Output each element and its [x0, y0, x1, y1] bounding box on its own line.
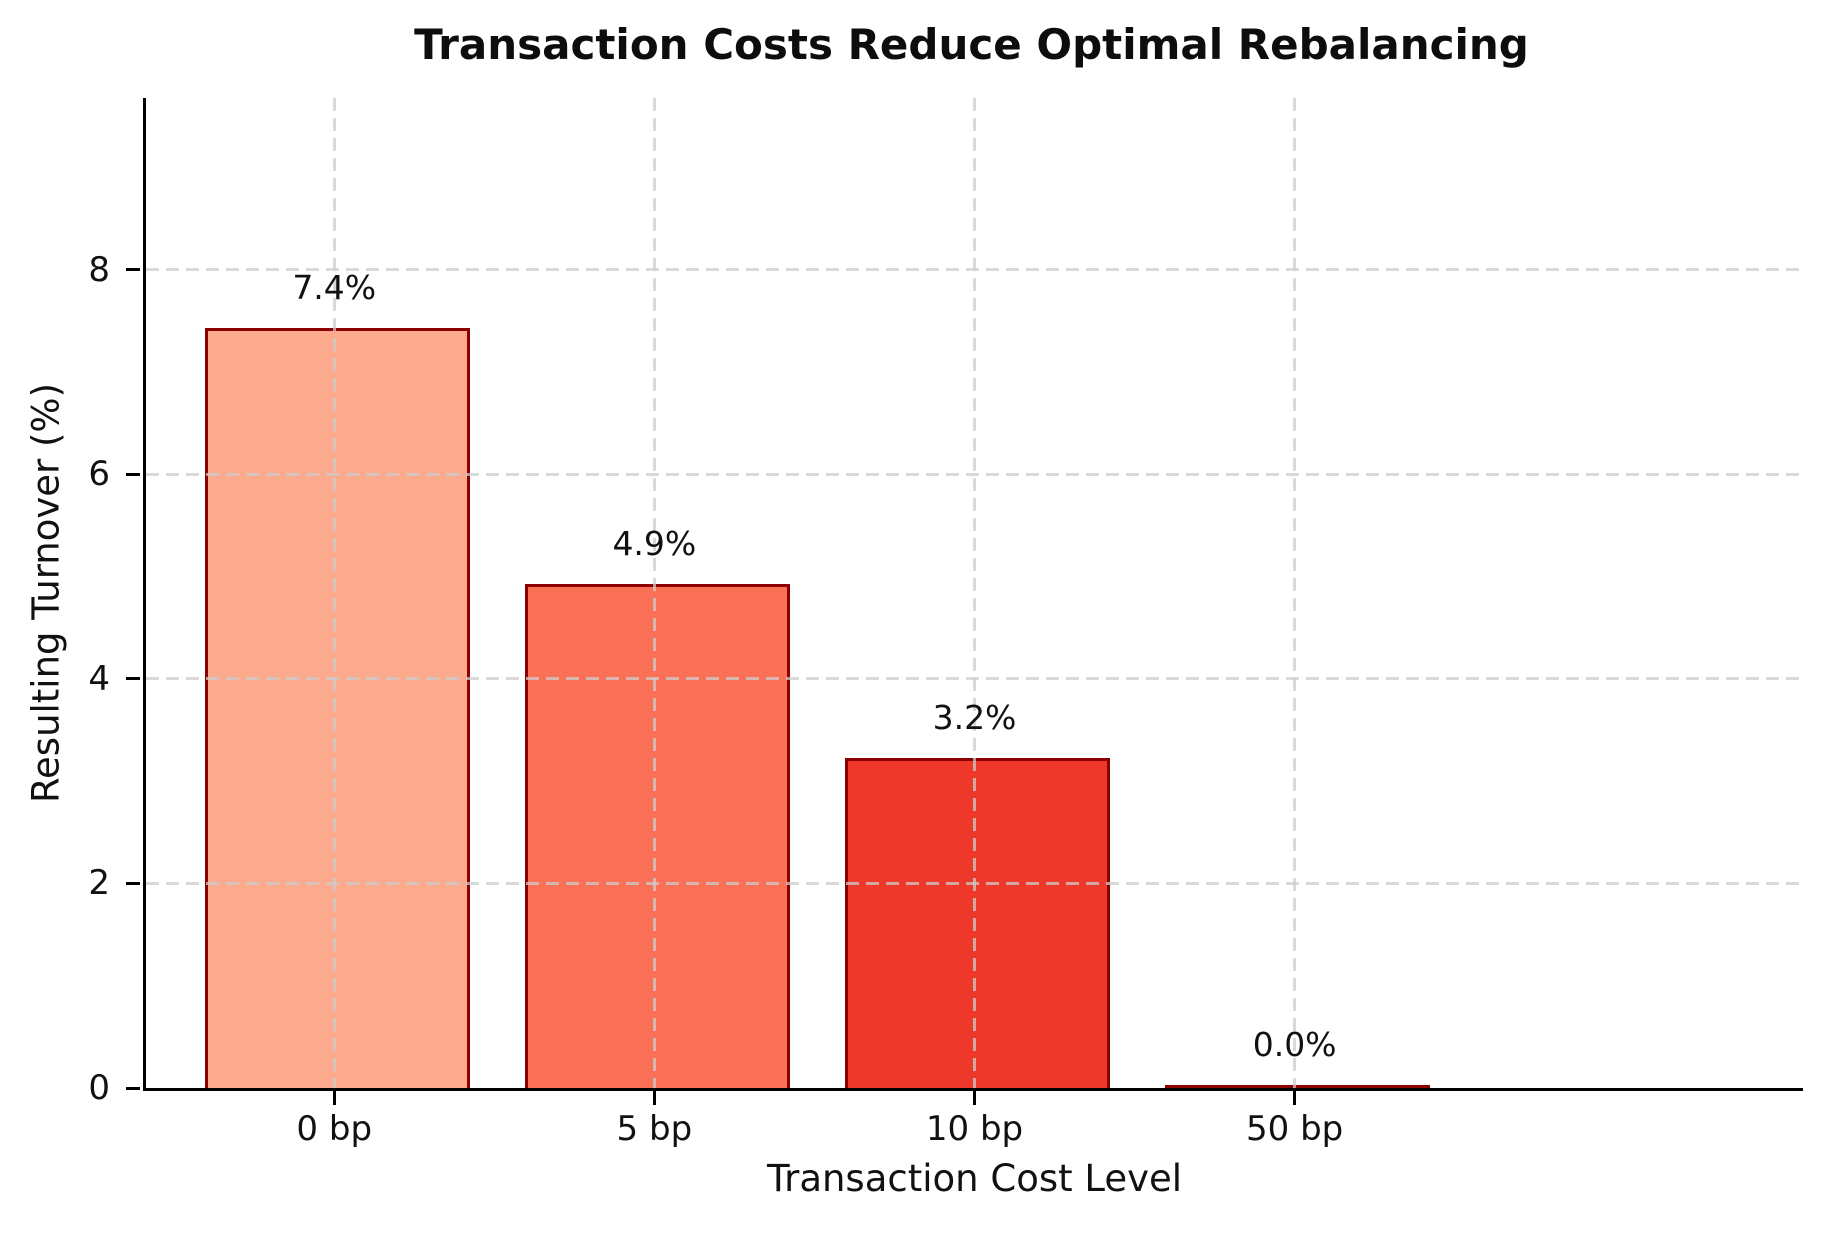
x-tick-label: 10 bp: [925, 1109, 1024, 1149]
bar-value-label: 7.4%: [292, 268, 377, 307]
x-axis-label: Transaction Cost Level: [766, 1157, 1183, 1200]
y-tick-label: 6: [88, 454, 110, 495]
plot-area: Transaction Cost Level 0 2 4 6 8 7.4% 0 bp 4.9%…: [88, 98, 1803, 1197]
y-tick-label: 0: [88, 1068, 110, 1108]
x-tick-label: 50 bp: [1246, 1109, 1344, 1149]
y-tick-mark: [126, 268, 140, 272]
y-axis-label: Resulting Turnover (%): [24, 382, 68, 804]
y-tick-mark: [126, 472, 140, 476]
x-gridline: [332, 98, 336, 1088]
bar-value-label: 4.9%: [612, 524, 697, 563]
x-tick-mark: [332, 1091, 336, 1105]
bar-10-bp: [845, 758, 1110, 1088]
y-tick-mark: [126, 881, 140, 885]
x-tick-mark: [1293, 1091, 1297, 1105]
x-gridline: [652, 98, 656, 1088]
x-gridline: [973, 98, 976, 1088]
bar-50-bp: [1165, 1085, 1430, 1088]
chart-title: Transaction Costs Reduce Optimal Rebalan…: [414, 20, 1529, 69]
y-tick-label: 4: [88, 658, 110, 699]
y-tick-label: 8: [88, 249, 110, 290]
x-tick-mark: [652, 1091, 656, 1105]
x-tick-label: 5 bp: [616, 1109, 693, 1149]
y-tick-label: 2: [88, 863, 110, 904]
bar-value-label: 0.0%: [1252, 1025, 1337, 1064]
bar-value-label: 3.2%: [932, 698, 1017, 737]
bar-0-bp: [205, 328, 470, 1088]
x-gridline: [1293, 98, 1297, 1088]
x-tick-mark: [973, 1091, 976, 1105]
bar-5-bp: [525, 584, 790, 1088]
x-tick-label: 0 bp: [296, 1109, 373, 1149]
y-tick-mark: [126, 1086, 140, 1090]
y-tick-mark: [126, 677, 140, 681]
